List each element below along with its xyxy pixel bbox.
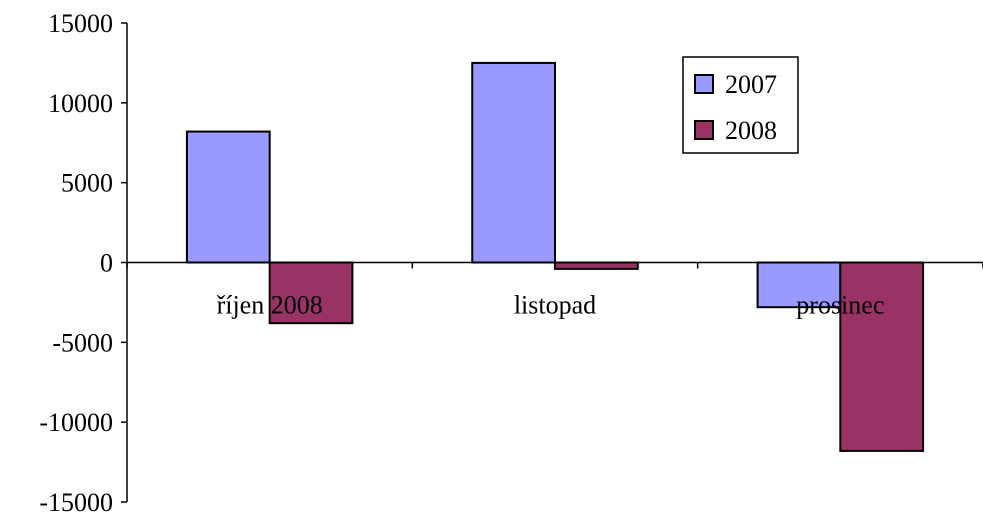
bar-2007-2 <box>756 261 842 309</box>
y-tick-label: 15000 <box>48 9 113 38</box>
y-tick-label: -10000 <box>39 408 113 437</box>
bar-2007-1 <box>471 61 556 264</box>
y-tick-label: -5000 <box>52 328 113 357</box>
bar-2008-1 <box>554 261 639 270</box>
category-labels: říjen 2008 listopad prosinec <box>217 291 885 320</box>
legend-label-2007: 2007 <box>725 70 777 99</box>
legend-swatch-2007 <box>694 74 714 94</box>
y-tick-label: 10000 <box>48 89 113 118</box>
category-label: listopad <box>514 291 596 320</box>
bars <box>185 61 925 452</box>
legend-label-2008: 2008 <box>725 116 777 145</box>
bar-2008-2 <box>839 261 925 452</box>
y-axis: 15000 10000 5000 0 -5000 -10000 -15000 <box>39 9 128 515</box>
bar-2007-0 <box>185 130 271 264</box>
y-tick-label: -15000 <box>39 488 113 515</box>
legend: 2007 2008 <box>682 56 799 154</box>
category-label: říjen 2008 <box>217 291 323 320</box>
legend-swatch-2008 <box>694 120 714 140</box>
bar-2008-0 <box>268 261 354 325</box>
y-tick-label: 0 <box>100 249 113 278</box>
y-tick-label: 5000 <box>61 169 113 198</box>
category-label: prosinec <box>796 291 884 320</box>
